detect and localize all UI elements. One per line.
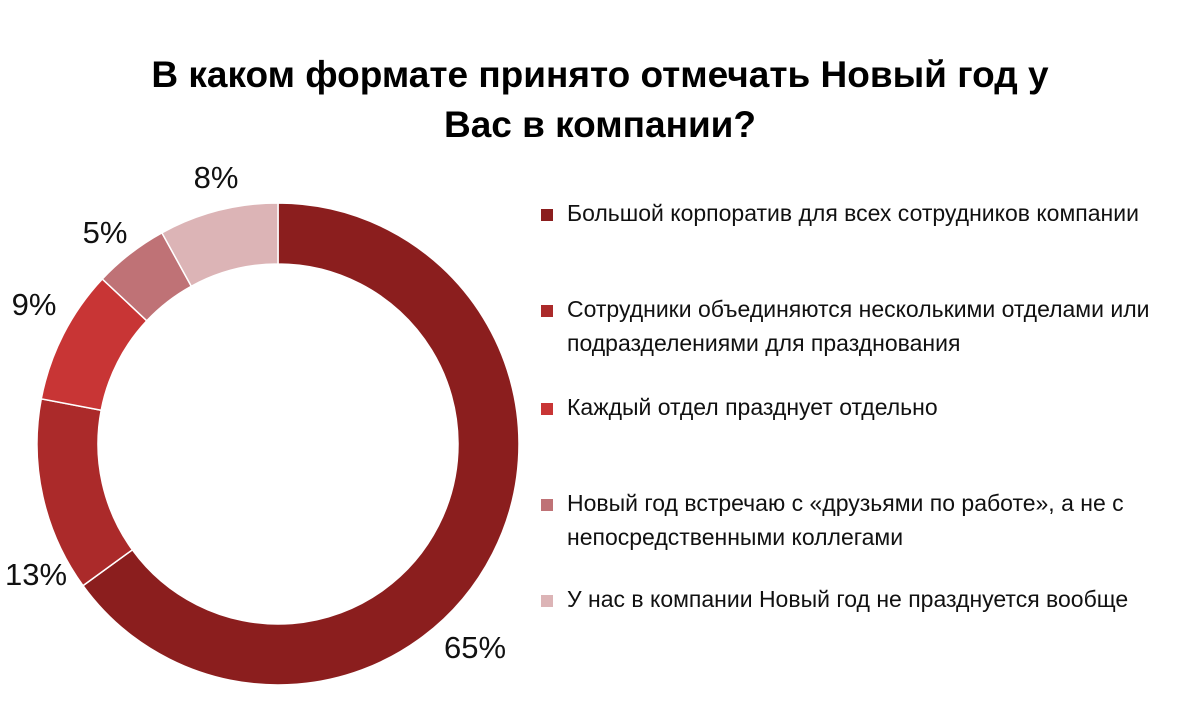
legend-label: У нас в компании Новый год не празднуетс… (567, 586, 1129, 612)
legend-item: Новый год встречаю с «друзьями по работе… (538, 486, 1200, 554)
legend-swatch (541, 403, 553, 415)
doughnut-slice (160, 202, 279, 288)
legend-item: Большой корпоратив для всех сотрудников … (538, 196, 1200, 230)
legend-label: Сотрудники объединяются несколькими отде… (567, 296, 1150, 356)
legend-swatch (541, 499, 553, 511)
slice-data-label: 8% (194, 160, 239, 195)
legend-label: Каждый отдел празднует отдельно (567, 394, 938, 420)
slice-data-label: 5% (83, 215, 128, 250)
legend-swatch (541, 595, 553, 607)
chart-title-line-2: Вас в компании? (443, 104, 757, 145)
doughnut-chart: 65% 13% 9% 5% 8% (5, 160, 520, 686)
legend-label: Новый год встречаю с «друзьями по работе… (567, 490, 1124, 550)
legend-item: Сотрудники объединяются несколькими отде… (538, 292, 1200, 360)
slice-data-label: 13% (5, 557, 67, 592)
legend-item: У нас в компании Новый год не празднуетс… (538, 582, 1200, 616)
legend-swatch (541, 209, 553, 221)
slice-data-label: 65% (444, 630, 506, 665)
doughnut-slice (81, 202, 520, 686)
legend-swatch (541, 305, 553, 317)
legend-label: Большой корпоратив для всех сотрудников … (567, 200, 1139, 226)
legend-item: Каждый отдел празднует отдельно (538, 390, 1200, 424)
chart-title-line-1: В каком формате принято отмечать Новый г… (151, 54, 1049, 95)
slice-data-label: 9% (12, 287, 57, 322)
chart-title: В каком формате принято отмечать Новый г… (60, 50, 1140, 150)
